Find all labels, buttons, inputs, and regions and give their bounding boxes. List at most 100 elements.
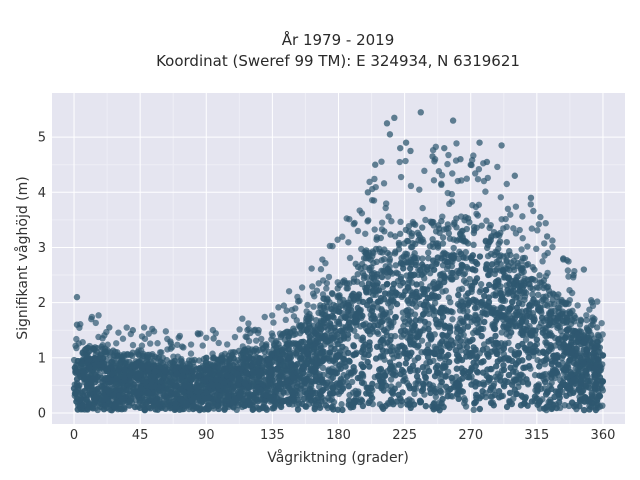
data-point: [310, 345, 318, 353]
data-point: [243, 370, 250, 377]
data-point: [500, 361, 507, 369]
data-point: [269, 332, 276, 340]
data-point: [493, 350, 500, 358]
data-point: [529, 332, 536, 339]
data-point: [599, 402, 606, 409]
data-point: [449, 269, 456, 277]
data-point: [577, 316, 585, 324]
data-point: [471, 279, 479, 286]
data-point: [126, 368, 133, 375]
data-point: [387, 231, 394, 238]
data-point: [406, 317, 413, 324]
data-point: [360, 321, 367, 328]
outlier-point: [449, 117, 457, 124]
data-point: [419, 204, 426, 212]
data-point: [76, 382, 83, 389]
data-point: [430, 177, 438, 184]
data-point: [431, 285, 438, 292]
data-point: [296, 297, 303, 305]
data-point: [203, 389, 210, 397]
data-point: [522, 364, 529, 371]
data-point: [506, 389, 514, 397]
data-point: [455, 395, 462, 403]
data-point: [328, 404, 335, 411]
data-point: [565, 273, 572, 280]
data-point: [300, 395, 308, 403]
data-point: [160, 373, 167, 381]
data-point: [371, 226, 378, 233]
data-point: [512, 360, 520, 368]
outlier-point: [511, 172, 519, 179]
data-point: [512, 376, 520, 384]
data-point: [373, 234, 381, 241]
data-point: [443, 259, 451, 266]
data-point: [464, 290, 472, 297]
data-point: [319, 364, 327, 372]
data-point: [478, 332, 485, 340]
data-point: [292, 305, 299, 312]
data-point: [144, 351, 151, 359]
data-point: [294, 396, 302, 403]
data-point: [450, 254, 457, 261]
data-point: [257, 386, 264, 394]
data-point: [161, 367, 169, 375]
data-point: [257, 370, 265, 378]
data-point: [582, 367, 589, 375]
data-point: [523, 326, 530, 334]
data-point: [108, 358, 115, 365]
data-point: [421, 318, 429, 326]
data-point: [538, 372, 545, 380]
data-point: [345, 319, 353, 326]
data-point: [358, 280, 366, 288]
data-point: [174, 353, 181, 360]
data-point: [432, 345, 440, 353]
data-point: [569, 347, 576, 355]
data-point: [214, 402, 221, 410]
data-point: [387, 376, 395, 383]
data-point: [466, 338, 474, 345]
data-point: [245, 320, 252, 327]
data-point: [535, 221, 543, 228]
data-point: [285, 288, 293, 295]
data-point: [234, 370, 241, 378]
data-point: [455, 286, 463, 293]
data-point: [328, 396, 336, 403]
data-point: [468, 364, 475, 372]
data-point: [241, 355, 248, 363]
data-point: [348, 378, 356, 386]
data-point: [99, 341, 106, 349]
data-point: [272, 339, 280, 346]
data-point: [437, 282, 444, 289]
data-point: [236, 391, 243, 398]
data-point: [395, 361, 403, 368]
data-point: [492, 332, 499, 340]
data-point: [160, 387, 167, 394]
data-point: [334, 352, 341, 359]
data-point: [287, 363, 294, 370]
outlier-point: [386, 131, 394, 138]
data-point: [386, 290, 393, 297]
data-point: [360, 363, 367, 371]
data-point: [596, 367, 603, 374]
data-point: [510, 280, 518, 287]
data-point: [130, 389, 138, 396]
data-point: [104, 374, 111, 382]
data-point: [179, 397, 187, 405]
data-point: [527, 201, 534, 208]
data-point: [354, 271, 361, 278]
data-point: [267, 368, 275, 376]
data-point: [415, 342, 422, 349]
data-point: [161, 393, 168, 400]
data-point: [280, 388, 287, 395]
data-point: [375, 287, 383, 294]
data-point: [487, 237, 494, 244]
data-point: [131, 403, 139, 411]
data-point: [392, 262, 399, 269]
data-point: [528, 302, 535, 309]
data-point: [137, 347, 145, 354]
data-point: [239, 315, 246, 322]
data-point: [320, 319, 328, 327]
data-point: [378, 403, 386, 411]
